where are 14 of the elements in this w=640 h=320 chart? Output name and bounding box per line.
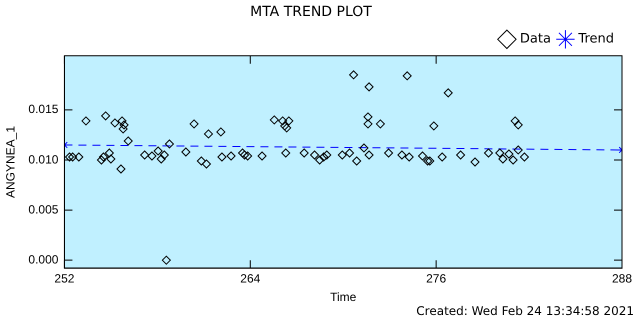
x-tick-label: 288 bbox=[612, 272, 632, 286]
text: Created: Wed Feb 24 13:34:58 2021 bbox=[416, 304, 634, 318]
y-tick-label: 0.005 bbox=[28, 202, 59, 216]
x-tick-label: 264 bbox=[240, 272, 261, 286]
x-tick-label: 276 bbox=[426, 272, 446, 286]
x-axis-title: Time bbox=[330, 290, 357, 304]
legend-label: Trend bbox=[577, 32, 614, 47]
x-tick-label: 252 bbox=[54, 272, 75, 286]
y-tick-label: 0.015 bbox=[28, 102, 59, 116]
y-tick-label: 0.010 bbox=[28, 152, 59, 166]
y-axis-title: ANGYNEA_1 bbox=[4, 126, 18, 198]
y-tick-label: 0.000 bbox=[28, 252, 59, 266]
chart-title: MTA TREND PLOT bbox=[250, 4, 372, 20]
legend-label: Data bbox=[520, 32, 551, 47]
